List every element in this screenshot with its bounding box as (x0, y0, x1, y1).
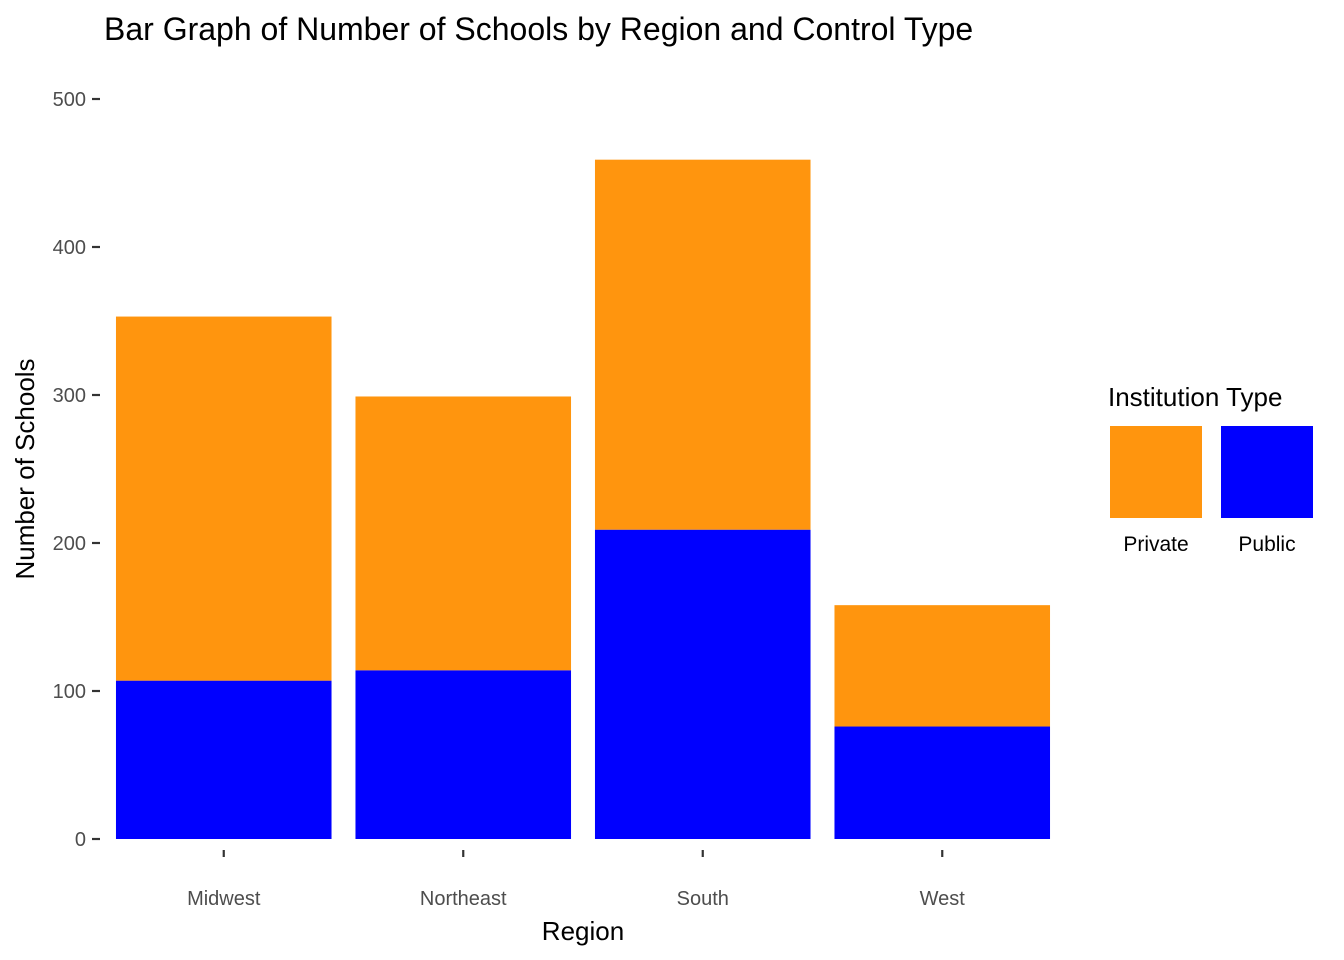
x-tick-label: Midwest (187, 888, 261, 910)
y-tick-label: 100 (53, 681, 86, 703)
chart-title: Bar Graph of Number of Schools by Region… (104, 11, 973, 47)
y-axis: 0 100 200 300 400 500 (53, 89, 100, 851)
y-tick-label: 400 (53, 237, 86, 259)
y-tick-label: 200 (53, 533, 86, 555)
legend-label-private: Private (1123, 533, 1188, 556)
y-axis-title: Number of Schools (10, 358, 40, 579)
bar-midwest-private (115, 316, 332, 681)
bar-south-public (594, 529, 811, 839)
bar-northeast-private (355, 396, 572, 671)
bar-south-private (594, 159, 811, 530)
x-axis: Midwest Northeast South West (187, 850, 965, 910)
legend-label-public: Public (1238, 533, 1295, 556)
bar-west-private (834, 605, 1051, 727)
x-tick-label: Northeast (420, 888, 507, 910)
legend: Institution Type Private Public (1108, 382, 1313, 556)
y-tick-label: 300 (53, 385, 86, 407)
y-tick-label: 500 (53, 89, 86, 111)
bar-west-public (834, 726, 1051, 839)
legend-key-public (1221, 426, 1313, 518)
y-tick-label: 0 (75, 829, 86, 851)
bar-midwest-public (115, 680, 332, 839)
bar-northeast-public (355, 670, 572, 839)
bars (115, 159, 1051, 839)
x-axis-title: Region (542, 916, 624, 946)
legend-key-private (1110, 426, 1202, 518)
x-tick-label: West (920, 888, 966, 910)
x-tick-label: South (677, 888, 729, 910)
legend-title: Institution Type (1108, 382, 1282, 412)
